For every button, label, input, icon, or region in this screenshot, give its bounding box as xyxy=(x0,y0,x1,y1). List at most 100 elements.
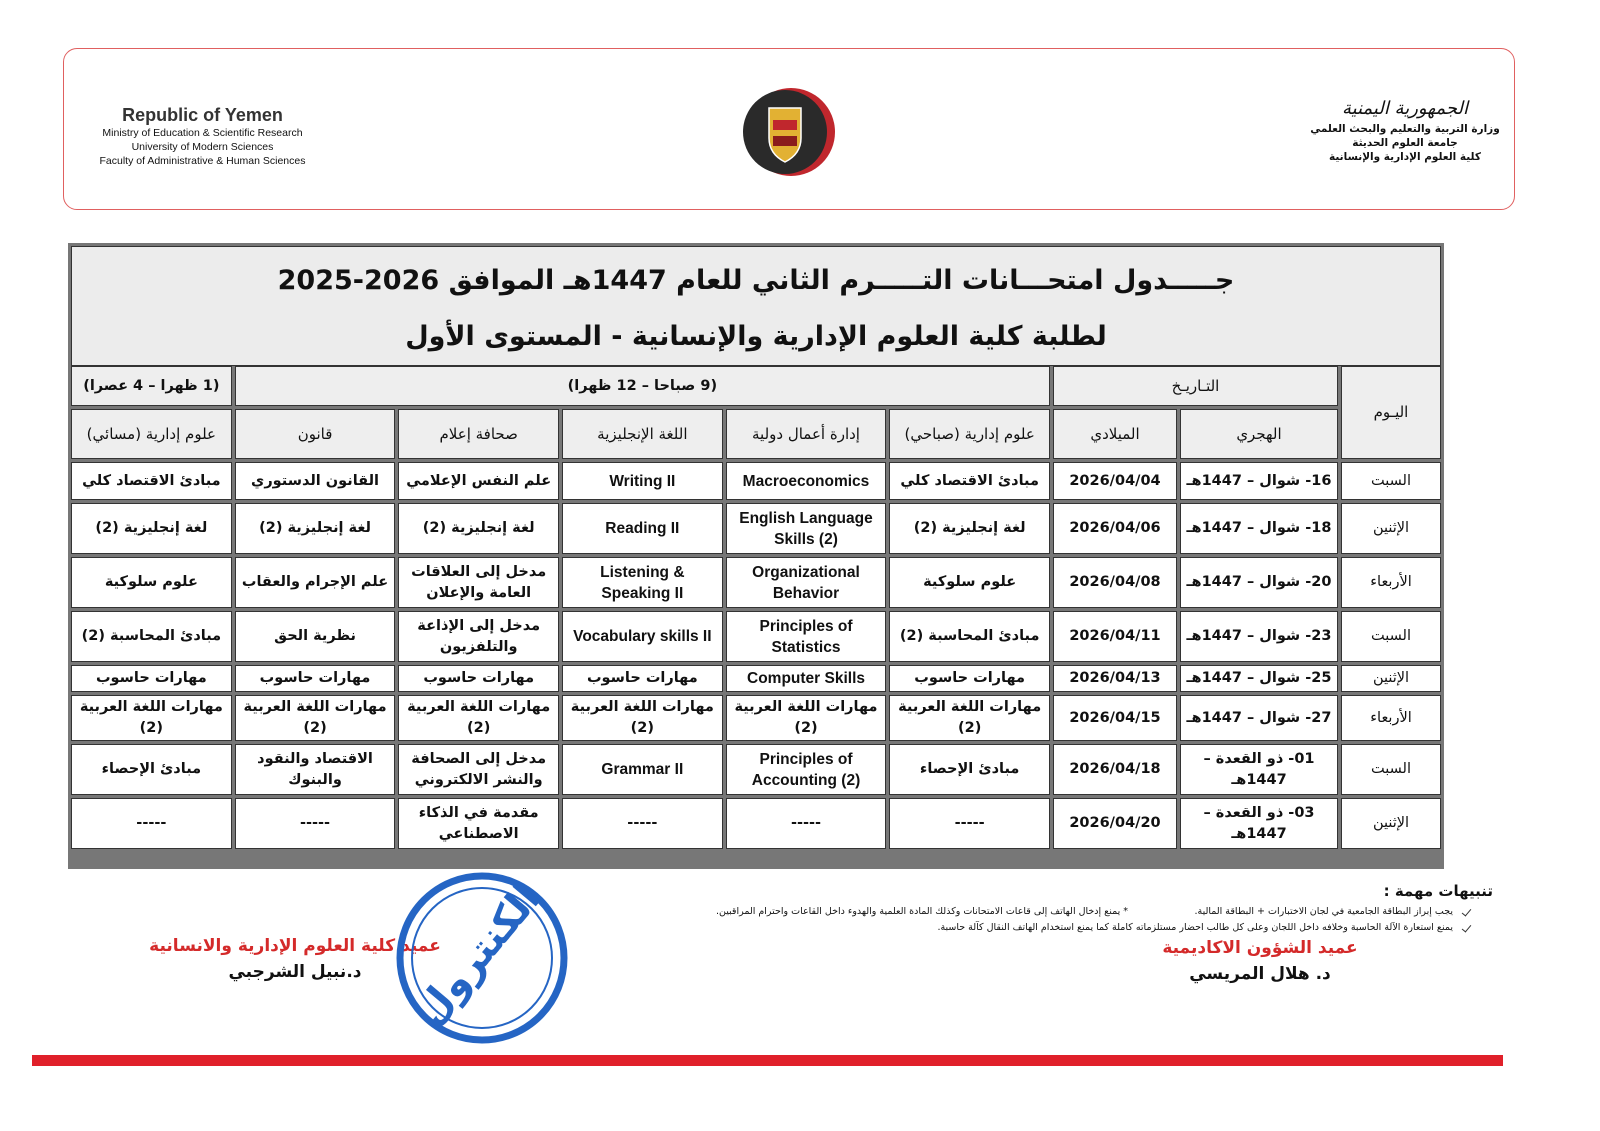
evening-header: (1 ظهرا – 4 عصرا) xyxy=(71,366,232,406)
course-cell: مهارات حاسوب xyxy=(398,665,560,692)
course-cell: ----- xyxy=(562,798,723,849)
date-cell: 16- شوال – 1447هـ xyxy=(1180,462,1338,500)
date-cell: 23- شوال – 1447هـ xyxy=(1180,611,1338,662)
course-cell: مهارات اللغة العربية (2) xyxy=(889,695,1050,741)
note-item: * يمنع إدخال الهاتف إلى قاعات الامتحانات… xyxy=(715,906,1128,917)
header-box xyxy=(63,48,1515,210)
sub-header: إدارة أعمال دولية xyxy=(725,409,887,459)
course-cell: علوم سلوكية xyxy=(889,557,1050,608)
day-cell: الإثنين xyxy=(1341,798,1441,849)
header-row: اليـوم التـاريـخ (9 صباحا – 12 ظهرا) (1 ظهر… xyxy=(71,366,1441,459)
date-cell: 03- ذو القعدة – 1447هـ xyxy=(1180,798,1338,849)
header-en-line: Faculty of Administrative & Human Scienc… xyxy=(99,155,306,167)
sub-header: الميلادي xyxy=(1052,409,1177,459)
day-cell: السبت xyxy=(1341,462,1441,500)
course-cell: مبادئ الاقتصاد كلي xyxy=(71,462,232,500)
day-header: اليـوم xyxy=(1341,366,1441,459)
sub-header: علوم إدارية (مسائي) xyxy=(71,409,232,459)
subheader-row: الهجري الميلادي علوم إدارية (صباحي) إدارة أ… xyxy=(71,409,1441,459)
course-cell: لغة إنجليزية (2) xyxy=(398,503,560,554)
course-cell: مدخل إلى العلاقات العامة والإعلان xyxy=(398,557,560,608)
header-en-line: Ministry of Education & Scientific Resea… xyxy=(102,127,303,139)
course-cell: مدخل إلى الإذاعة والتلفزيون xyxy=(398,611,560,662)
course-cell: Macroeconomics xyxy=(725,462,887,500)
schedule-row: الإثنين 25- شوال – 1447هـ 2026/04/13 مهارات… xyxy=(71,665,1441,692)
signature-name: د. هلال المريسي xyxy=(1189,964,1331,984)
day-cell: السبت xyxy=(1341,611,1441,662)
notes-heading: تنبيهات مهمة : xyxy=(1383,882,1493,900)
course-cell: ----- xyxy=(71,798,232,849)
date-header: التـاريـخ xyxy=(1052,366,1338,406)
date-cell: 2026/04/08 xyxy=(1052,557,1177,608)
date-cell: 2026/04/11 xyxy=(1052,611,1177,662)
day-cell: السبت xyxy=(1341,744,1441,795)
footer-bar xyxy=(32,1055,1503,1066)
course-cell: مهارات اللغة العربية (2) xyxy=(725,695,887,741)
date-cell: 27- شوال – 1447هـ xyxy=(1180,695,1338,741)
signature: عميد الشؤون الاكاديمية د. هلال المريسي xyxy=(1060,938,1460,984)
course-cell: علوم سلوكية xyxy=(71,557,232,608)
schedule-frame: جـــــدول امتحـــانات التـــــرم الثاني … xyxy=(68,243,1444,869)
title-box: جـــــدول امتحـــانات التـــــرم الثاني … xyxy=(71,246,1441,366)
sub-header: علوم إدارية (صباحي) xyxy=(889,409,1050,459)
course-cell: مهارات حاسوب xyxy=(71,665,232,692)
date-cell: 2026/04/06 xyxy=(1052,503,1177,554)
course-cell: الاقتصاد والنقود والبنوك xyxy=(234,744,396,795)
course-cell: مبادئ المحاسبة (2) xyxy=(71,611,232,662)
course-cell: نظرية الحق xyxy=(234,611,396,662)
date-cell: 2026/04/13 xyxy=(1052,665,1177,692)
title-line: لطلبة كلية العلوم الإدارية والإنسانية - … xyxy=(405,321,1107,352)
course-cell: Listening & Speaking II xyxy=(562,557,723,608)
date-cell: 2026/04/04 xyxy=(1052,462,1177,500)
course-cell: مبادئ الاقتصاد كلي xyxy=(889,462,1050,500)
title-line: جـــــدول امتحـــانات التـــــرم الثاني … xyxy=(277,265,1235,296)
course-cell: Reading II xyxy=(562,503,723,554)
morning-header: (9 صباحا – 12 ظهرا) xyxy=(234,366,1050,406)
header-ar: الجمهورية اليمنية وزارة التربية والتعليم … xyxy=(1310,96,1500,164)
date-cell: 2026/04/20 xyxy=(1052,798,1177,849)
course-cell: Principles of Accounting (2) xyxy=(725,744,887,795)
header-en-line: Republic of Yemen xyxy=(122,105,283,125)
notes: تنبيهات مهمة : يجب إبراز البطاقة الجامعية… xyxy=(573,882,1493,933)
course-cell: لغة إنجليزية (2) xyxy=(889,503,1050,554)
course-cell: Writing II xyxy=(562,462,723,500)
signature-name: د.نبيل الشرجبي xyxy=(228,962,362,982)
date-cell: 2026/04/15 xyxy=(1052,695,1177,741)
sub-header: اللغة الإنجليزية xyxy=(562,409,723,459)
stamp: الكنترول xyxy=(396,872,568,1044)
note-item: يجب إبراز البطاقة الجامعية في لجان الاخت… xyxy=(1194,906,1473,917)
schedule-row: السبت 16- شوال – 1447هـ 2026/04/04 مبادئ ال… xyxy=(71,462,1441,500)
course-cell: Computer Skills xyxy=(725,665,887,692)
course-cell: ----- xyxy=(234,798,396,849)
schedule-row: الإثنين 18- شوال – 1447هـ 2026/04/06 لغة إن… xyxy=(71,503,1441,554)
course-cell: لغة إنجليزية (2) xyxy=(71,503,232,554)
course-cell: مقدمة في الذكاء الاصطناعي xyxy=(398,798,560,849)
course-cell: مهارات اللغة العربية (2) xyxy=(234,695,396,741)
course-cell: مهارات اللغة العربية (2) xyxy=(562,695,723,741)
schedule-row: السبت 23- شوال – 1447هـ 2026/04/11 مبادئ ال… xyxy=(71,611,1441,662)
course-cell: مبادئ المحاسبة (2) xyxy=(889,611,1050,662)
course-cell: علم النفس الإعلامي xyxy=(398,462,560,500)
schedule-table: اليـوم التـاريـخ (9 صباحا – 12 ظهرا) (1 ظهر… xyxy=(68,363,1444,852)
course-cell: مدخل إلى الصحافة والنشر الالكتروني xyxy=(398,744,560,795)
course-cell: مهارات حاسوب xyxy=(889,665,1050,692)
header-emblem: الجمهورية اليمنية xyxy=(1341,98,1469,119)
header-ar-line: جامعة العلوم الحديثة xyxy=(1352,137,1458,149)
date-cell: 01- ذو القعدة – 1447هـ xyxy=(1180,744,1338,795)
schedule-row: السبت 01- ذو القعدة – 1447هـ 2026/04/18 مبا… xyxy=(71,744,1441,795)
day-cell: الأربعاء xyxy=(1341,557,1441,608)
course-cell: English Language Skills (2) xyxy=(725,503,887,554)
date-cell: 20- شوال – 1447هـ xyxy=(1180,557,1338,608)
date-cell: 25- شوال – 1447هـ xyxy=(1180,665,1338,692)
sub-header: الهجري xyxy=(1180,409,1338,459)
day-cell: الأربعاء xyxy=(1341,695,1441,741)
course-cell: مهارات اللغة العربية (2) xyxy=(71,695,232,741)
course-cell: لغة إنجليزية (2) xyxy=(234,503,396,554)
logo xyxy=(743,88,835,176)
day-cell: الإثنين xyxy=(1341,665,1441,692)
course-cell: Principles of Statistics xyxy=(725,611,887,662)
header-ar-line: كلية العلوم الإدارية والإنسانية xyxy=(1329,151,1481,163)
course-cell: علم الإجرام والعقاب xyxy=(234,557,396,608)
course-cell: مهارات حاسوب xyxy=(234,665,396,692)
